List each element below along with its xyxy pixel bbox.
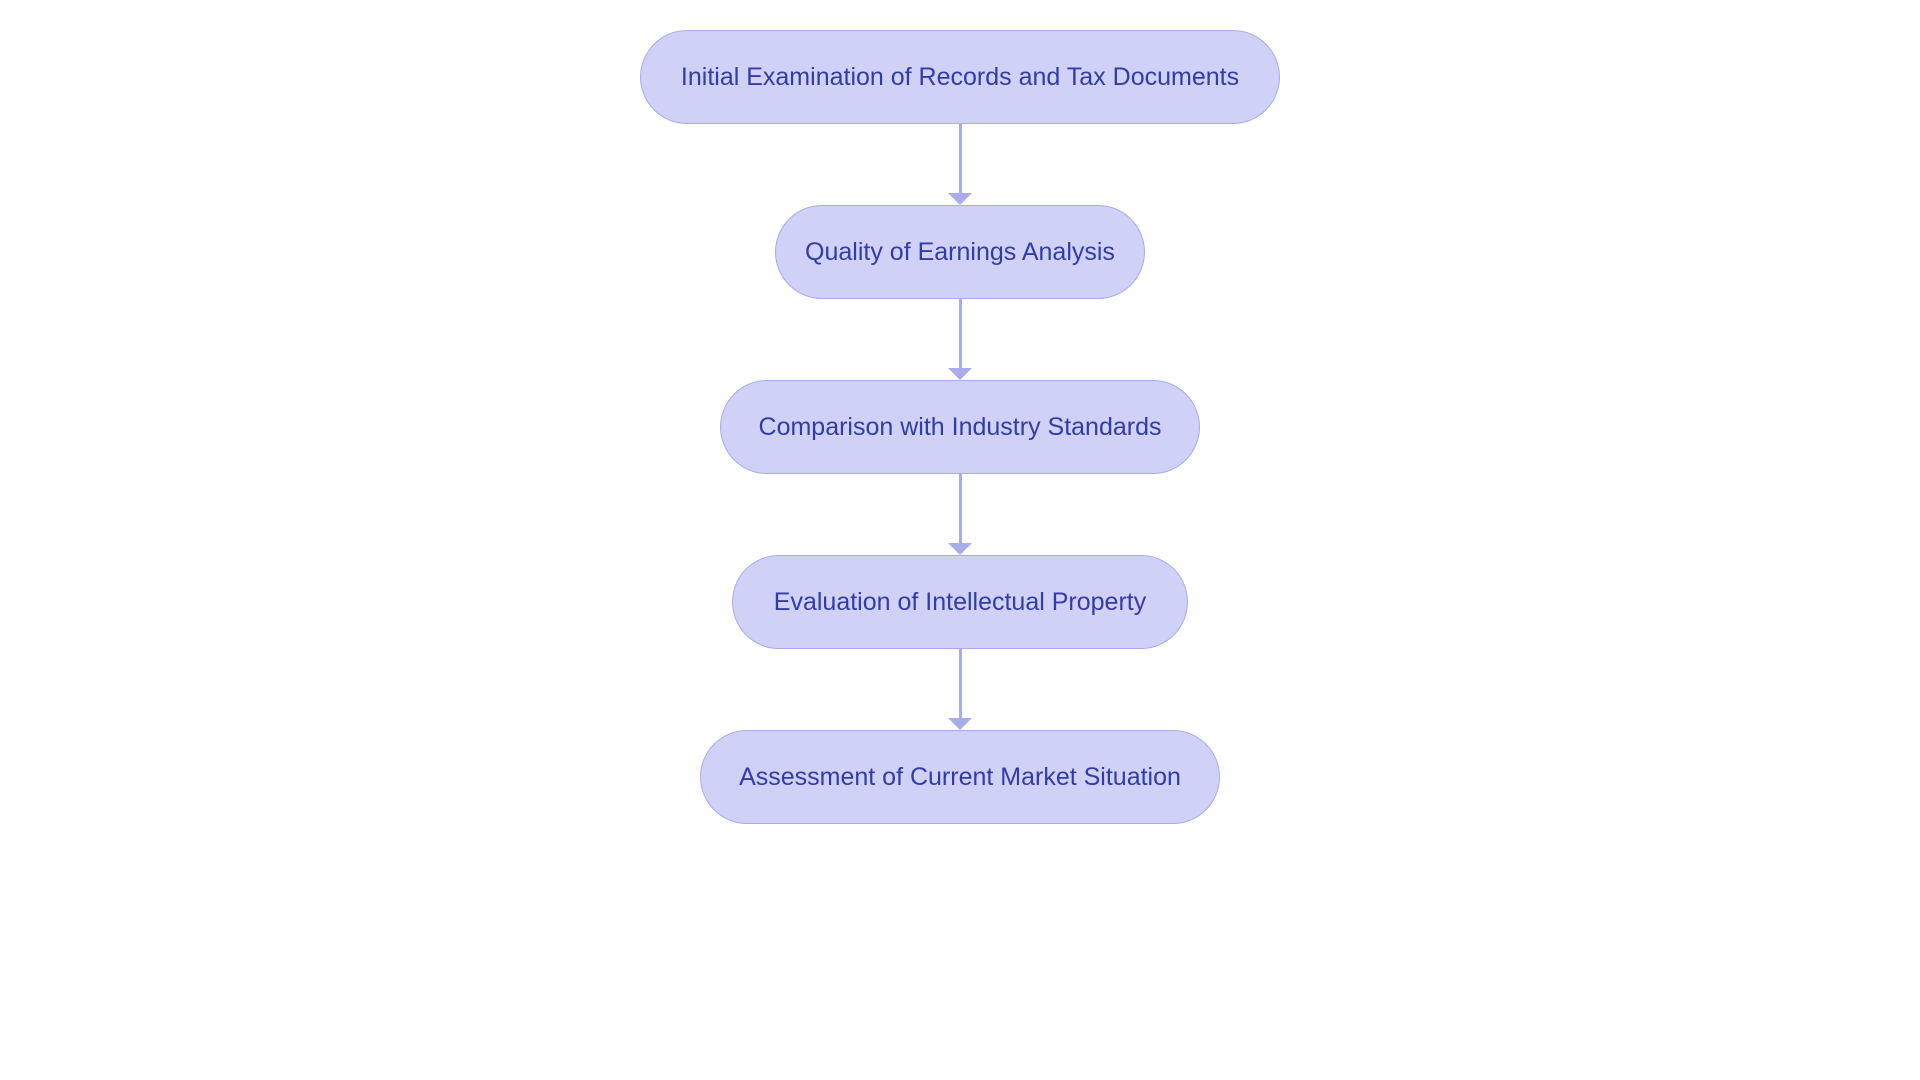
flowchart-node: Comparison with Industry Standards xyxy=(720,380,1200,474)
flowchart-node: Assessment of Current Market Situation xyxy=(700,730,1220,824)
flowchart-arrow xyxy=(959,299,962,368)
flowchart-arrow xyxy=(959,124,962,193)
flowchart-arrow-head xyxy=(948,368,972,380)
flowchart-arrow-head xyxy=(948,193,972,205)
flowchart-node-label: Comparison with Industry Standards xyxy=(759,413,1162,442)
flowchart-node: Quality of Earnings Analysis xyxy=(775,205,1145,299)
flowchart-node-label: Quality of Earnings Analysis xyxy=(805,238,1115,267)
flowchart-node-label: Evaluation of Intellectual Property xyxy=(774,588,1146,617)
flowchart-container: Initial Examination of Records and Tax D… xyxy=(0,0,1920,1080)
flowchart-node-label: Assessment of Current Market Situation xyxy=(739,763,1181,792)
flowchart-arrow-head xyxy=(948,718,972,730)
flowchart-node: Evaluation of Intellectual Property xyxy=(732,555,1188,649)
flowchart-node: Initial Examination of Records and Tax D… xyxy=(640,30,1280,124)
flowchart-arrow-head xyxy=(948,543,972,555)
flowchart-node-label: Initial Examination of Records and Tax D… xyxy=(681,63,1239,92)
flowchart-arrow xyxy=(959,649,962,718)
flowchart-arrow xyxy=(959,474,962,543)
